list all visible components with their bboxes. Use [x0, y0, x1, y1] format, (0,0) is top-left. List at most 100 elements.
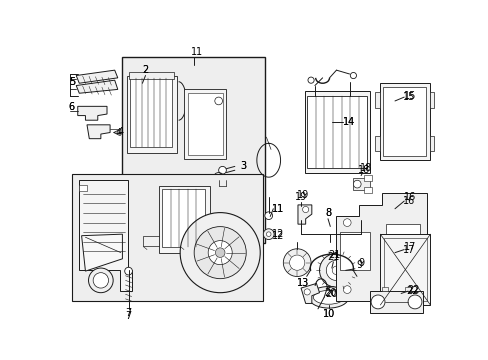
Circle shape [124, 267, 132, 275]
Circle shape [194, 226, 246, 279]
Text: 2: 2 [142, 65, 148, 75]
Circle shape [289, 255, 304, 270]
Text: 6: 6 [68, 102, 75, 112]
Bar [187, 93, 222, 155]
Bar [127, 76, 177, 153]
Text: 20: 20 [324, 288, 336, 298]
Text: 4: 4 [118, 127, 123, 137]
Bar [380, 234, 429, 305]
Bar [383, 87, 425, 156]
Polygon shape [297, 205, 311, 224]
Bar [384, 238, 426, 301]
Circle shape [307, 77, 313, 83]
Circle shape [208, 240, 232, 265]
Bar [379, 83, 429, 160]
Bar [130, 78, 172, 147]
Bar [381, 287, 387, 291]
Bar [162, 189, 204, 247]
Text: 11: 11 [271, 204, 284, 214]
Text: 18: 18 [357, 165, 369, 175]
Text: 14: 14 [342, 117, 354, 127]
Bar [158, 186, 210, 253]
Polygon shape [79, 180, 131, 291]
Ellipse shape [308, 287, 348, 308]
Text: 21: 21 [326, 252, 339, 262]
Bar [429, 93, 433, 108]
Polygon shape [76, 80, 118, 93]
Text: 19: 19 [294, 192, 306, 202]
Bar [364, 187, 371, 193]
Circle shape [302, 206, 308, 213]
Text: 17: 17 [404, 242, 416, 252]
Circle shape [214, 97, 222, 105]
Bar [353, 178, 369, 190]
Circle shape [331, 266, 340, 275]
Text: 18: 18 [359, 163, 371, 173]
Text: 8: 8 [324, 208, 330, 217]
Bar [79, 185, 87, 191]
Text: 12: 12 [271, 231, 284, 241]
Bar [339, 232, 369, 270]
Text: 11: 11 [271, 204, 284, 214]
Circle shape [264, 212, 272, 220]
Text: 12: 12 [271, 229, 284, 239]
Bar [374, 136, 379, 151]
Circle shape [349, 72, 356, 78]
Text: 10: 10 [322, 309, 334, 319]
Text: 7: 7 [125, 311, 131, 321]
Bar [128, 72, 174, 80]
Ellipse shape [313, 291, 344, 304]
Circle shape [353, 180, 360, 188]
Polygon shape [87, 125, 110, 139]
Polygon shape [335, 193, 426, 301]
Text: 22: 22 [407, 285, 419, 294]
Text: 3: 3 [240, 161, 246, 171]
Bar [364, 175, 371, 181]
Circle shape [343, 286, 350, 293]
Circle shape [215, 248, 224, 257]
Text: 9: 9 [357, 258, 364, 267]
Circle shape [407, 295, 421, 309]
Text: 1: 1 [196, 48, 202, 58]
Text: 22: 22 [406, 286, 418, 296]
Circle shape [370, 295, 384, 309]
Bar [306, 95, 366, 168]
Text: 3: 3 [240, 161, 246, 171]
Text: 15: 15 [404, 91, 416, 100]
Bar [374, 93, 379, 108]
Text: 5: 5 [69, 77, 75, 87]
Circle shape [93, 273, 108, 288]
Circle shape [263, 229, 274, 239]
Text: 15: 15 [402, 92, 414, 102]
Circle shape [304, 289, 310, 295]
Text: 20: 20 [325, 289, 337, 299]
Bar [122, 57, 264, 243]
Text: 1: 1 [190, 48, 196, 58]
Text: 10: 10 [322, 309, 334, 319]
Bar [183, 89, 226, 159]
Circle shape [88, 268, 113, 293]
Circle shape [343, 219, 350, 226]
Polygon shape [301, 283, 319, 303]
Bar [404, 287, 410, 291]
Polygon shape [81, 234, 122, 271]
Text: 9: 9 [356, 260, 362, 270]
Circle shape [180, 213, 260, 293]
Text: 6: 6 [68, 102, 75, 112]
Circle shape [283, 249, 310, 276]
Text: 17: 17 [402, 244, 414, 255]
Circle shape [325, 260, 346, 280]
Text: 19: 19 [296, 190, 308, 200]
Bar [429, 136, 433, 151]
Text: 14: 14 [342, 117, 354, 127]
Bar [369, 291, 422, 313]
Text: 16: 16 [402, 196, 414, 206]
Text: 21: 21 [328, 250, 341, 260]
Polygon shape [76, 70, 118, 83]
Polygon shape [78, 106, 107, 120]
Text: 13: 13 [296, 278, 308, 288]
Circle shape [218, 166, 226, 174]
Text: 2: 2 [142, 65, 148, 75]
Circle shape [319, 253, 353, 287]
Circle shape [266, 232, 270, 237]
